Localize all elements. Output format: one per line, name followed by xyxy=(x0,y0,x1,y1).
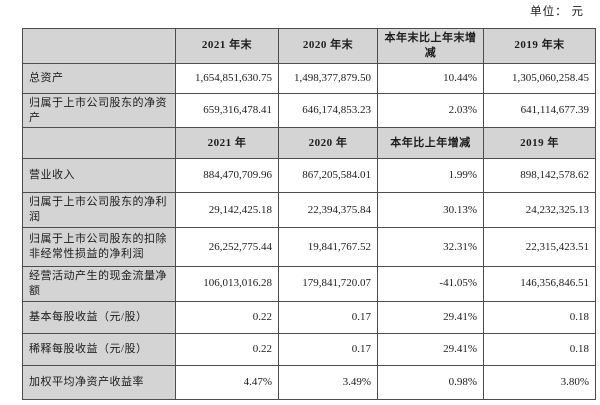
header-row-yearend: 2021 年末 2020 年末 本年末比上年末增减 2019 年末 xyxy=(22,28,596,64)
header-cell-2021-yearend: 2021 年末 xyxy=(175,28,279,64)
table-row-operating-cash-flow: 经营活动产生的现金流量净额 106,013,016.28 179,841,720… xyxy=(22,266,596,302)
table-row-net-profit-excl-nonrecurring: 归属于上市公司股东的扣除非经常性损益的净利润 26,252,775.44 19,… xyxy=(22,227,596,268)
row-label: 加权平均净资产收益率 xyxy=(22,364,176,400)
table-row-net-assets: 归属于上市公司股东的净资产 659,316,478.41 646,174,853… xyxy=(22,92,596,129)
header-cell-2021-year: 2021 年 xyxy=(175,127,279,160)
header-cell-2019-year: 2019 年 xyxy=(483,127,596,160)
header-cell-2020-year: 2020 年 xyxy=(278,127,378,160)
cell-value: 106,013,016.28 xyxy=(175,266,279,302)
cell-value: 884,470,709.96 xyxy=(175,158,279,194)
header-cell-empty xyxy=(22,28,176,64)
financial-summary-table: 2021 年末 2020 年末 本年末比上年末增减 2019 年末 总资产 1,… xyxy=(22,28,596,400)
cell-value: 1,305,060,258.45 xyxy=(483,62,596,94)
table-row-revenue: 营业收入 884,470,709.96 867,205,584.01 1.99%… xyxy=(22,158,596,194)
cell-value: 22,394,375.84 xyxy=(278,192,378,229)
row-label: 营业收入 xyxy=(22,158,176,194)
cell-value: 3.80% xyxy=(483,364,596,400)
header-cell-2019-yearend: 2019 年末 xyxy=(483,28,596,64)
cell-value: 3.49% xyxy=(278,364,378,400)
cell-value: 0.17 xyxy=(278,332,378,366)
cell-value: 4.47% xyxy=(175,364,279,400)
cell-value: 29,142,425.18 xyxy=(175,192,279,229)
header-cell-yoy-yearend: 本年末比上年末增减 xyxy=(377,28,484,64)
cell-value: 0.18 xyxy=(483,332,596,366)
cell-value: 0.22 xyxy=(175,332,279,366)
cell-value: 641,114,677.39 xyxy=(483,92,596,129)
cell-value: 898,142,578.62 xyxy=(483,158,596,194)
table-row-diluted-eps: 稀释每股收益（元/股） 0.22 0.17 29.41% 0.18 xyxy=(22,332,596,366)
table-row-weighted-avg-roe: 加权平均净资产收益率 4.47% 3.49% 0.98% 3.80% xyxy=(22,364,596,400)
cell-value: 24,232,325.13 xyxy=(483,192,596,229)
cell-value: 0.17 xyxy=(278,300,378,334)
table-row-basic-eps: 基本每股收益（元/股） 0.22 0.17 29.41% 0.18 xyxy=(22,300,596,334)
cell-value: 30.13% xyxy=(377,192,484,229)
cell-value: -41.05% xyxy=(377,266,484,302)
cell-value: 19,841,767.52 xyxy=(278,227,378,268)
cell-value: 2.03% xyxy=(377,92,484,129)
header-row-year: 2021 年 2020 年 本年比上年增减 2019 年 xyxy=(22,127,596,160)
row-label: 稀释每股收益（元/股） xyxy=(22,332,176,366)
row-label: 归属于上市公司股东的净资产 xyxy=(22,92,176,129)
cell-value: 646,174,853.23 xyxy=(278,92,378,129)
cell-value: 146,356,846.51 xyxy=(483,266,596,302)
cell-value: 10.44% xyxy=(377,62,484,94)
cell-value: 22,315,423.51 xyxy=(483,227,596,268)
table-row-total-assets: 总资产 1,654,851,630.75 1,498,377,879.50 10… xyxy=(22,62,596,94)
cell-value: 29.41% xyxy=(377,300,484,334)
cell-value: 867,205,584.01 xyxy=(278,158,378,194)
cell-value: 179,841,720.07 xyxy=(278,266,378,302)
row-label: 基本每股收益（元/股） xyxy=(22,300,176,334)
header-cell-yoy-year: 本年比上年增减 xyxy=(377,127,484,160)
cell-value: 1,498,377,879.50 xyxy=(278,62,378,94)
row-label: 总资产 xyxy=(22,62,176,94)
header-cell-empty xyxy=(22,127,176,160)
row-label: 归属于上市公司股东的净利润 xyxy=(22,192,176,229)
table-row-net-profit: 归属于上市公司股东的净利润 29,142,425.18 22,394,375.8… xyxy=(22,192,596,229)
cell-value: 32.31% xyxy=(377,227,484,268)
cell-value: 659,316,478.41 xyxy=(175,92,279,129)
cell-value: 1,654,851,630.75 xyxy=(175,62,279,94)
cell-value: 26,252,775.44 xyxy=(175,227,279,268)
header-cell-2020-yearend: 2020 年末 xyxy=(278,28,378,64)
cell-value: 0.98% xyxy=(377,364,484,400)
cell-value: 0.22 xyxy=(175,300,279,334)
unit-label: 单位： 元 xyxy=(530,6,584,18)
row-label: 经营活动产生的现金流量净额 xyxy=(22,266,176,302)
cell-value: 1.99% xyxy=(377,158,484,194)
cell-value: 29.41% xyxy=(377,332,484,366)
cell-value: 0.18 xyxy=(483,300,596,334)
row-label: 归属于上市公司股东的扣除非经常性损益的净利润 xyxy=(22,227,176,268)
